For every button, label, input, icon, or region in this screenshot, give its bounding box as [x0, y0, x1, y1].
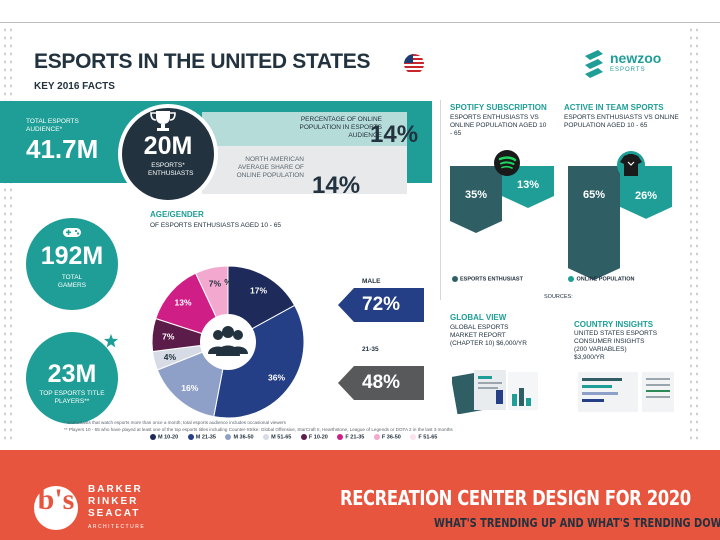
- team-bar-enthusiasts: [568, 166, 620, 281]
- footnote-1: * Enthusiasts that watch esports more th…: [64, 420, 286, 425]
- bar-charts: 35% 13% 65% 26%: [450, 166, 672, 281]
- legend-f-10-20: F 10-20: [300, 434, 328, 440]
- team-desc: ESPORTS ENTHUSIASTS VS ONLINE POPULATION…: [564, 114, 679, 129]
- country-desc: UNITED STATES ESPORTS CONSUMER INSIGHTS …: [574, 330, 658, 361]
- legend-m-10-20: M 10-20: [150, 434, 178, 440]
- team-bar-online-label: 26%: [635, 190, 657, 202]
- na-share-label: NORTH AMERICAN AVERAGE SHARE OF ONLINE P…: [236, 156, 304, 179]
- firm-name-line-1: BARKER: [88, 484, 143, 495]
- enthusiasts-value: 20M: [143, 132, 193, 160]
- donut-label-0: 17%: [250, 285, 267, 295]
- donut-label-6: 7%: [209, 278, 222, 288]
- slide-subtitle: WHAT'S TRENDING UP AND WHAT'S TRENDING D…: [434, 516, 720, 530]
- trophy-icon: [150, 111, 176, 131]
- age-21-35-arrow: [338, 366, 424, 400]
- team-bar-online: [620, 166, 672, 219]
- infographic-title: ESPORTS IN THE UNITED STATES: [34, 50, 371, 73]
- people-icon: [208, 326, 248, 356]
- spotify-title: SPOTIFY SUBSCRIPTION: [450, 103, 547, 112]
- legend-f-21-35: F 21-35: [337, 434, 364, 440]
- online-share-band: [202, 112, 407, 146]
- footnotes: * Enthusiasts that watch esports more th…: [64, 419, 664, 433]
- soccer-jersey-icon: [617, 151, 645, 179]
- spotify-bar-online: [502, 166, 554, 208]
- dot-pattern-left: [2, 26, 14, 440]
- star-icon: [104, 334, 118, 348]
- players-label: TOP ESPORTS TITLE PLAYERS**: [39, 390, 105, 405]
- players-value: 23M: [47, 360, 97, 388]
- donut-hole: [200, 314, 256, 370]
- legend-f-36-50: F 36-50: [373, 434, 401, 440]
- legend-m-51-65: M 51-65: [263, 434, 291, 440]
- infographic-subtitle: KEY 2016 FACTS: [34, 81, 115, 92]
- dot-pattern-right: [688, 26, 700, 440]
- age-21-35-label: 21-35: [362, 346, 379, 353]
- male-value: 72%: [362, 294, 401, 315]
- legend-online: ONLINE POPULATION: [568, 276, 634, 282]
- audience-value: 41.7M: [26, 134, 99, 164]
- male-arrow: [338, 288, 424, 322]
- newzoo-tagline: ESPORTS: [610, 67, 646, 73]
- infographic: ESPORTS IN THE UNITED STATES KEY 2016 FA…: [0, 26, 682, 440]
- donut-label-2: 16%: [181, 383, 198, 393]
- donut-label-5: 13%: [174, 297, 191, 307]
- players-circle: [26, 332, 118, 424]
- donut-slice-m-21-35: [213, 304, 305, 419]
- sources-label: Sources:: [544, 294, 573, 300]
- spotify-bar-online-label: 13%: [517, 179, 539, 191]
- gamers-label: TOTAL GAMERS: [57, 274, 87, 289]
- gamers-value: 192M: [40, 242, 104, 270]
- legend-enthusiast: ESPORTS ENTHUSIAST: [452, 276, 523, 282]
- firm-name: BARKER RINKER SEACAT: [88, 484, 143, 520]
- donut-label-3: 4%: [164, 352, 177, 362]
- newzoo-wordmark: newzoo: [610, 50, 662, 66]
- spotify-bar-enthusiasts-label: 35%: [465, 189, 487, 201]
- spotify-desc: ESPORTS ENTHUSIASTS VS ONLINE POPULATION…: [450, 114, 547, 137]
- newzoo-logo: newzoo ESPORTS: [582, 48, 672, 78]
- team-title: ACTIVE IN TEAM SPORTS: [564, 103, 664, 112]
- slide-title: RECREATION CENTER DESIGN FOR 2020: [340, 486, 691, 510]
- donut-legend: M 10-20 M 21-35 M 36-50 M 51-65 F 10-20 …: [150, 434, 445, 440]
- global-view-title: GLOBAL VIEW: [450, 313, 507, 322]
- na-share-value: 14%: [312, 172, 361, 199]
- country-title: COUNTRY INSIGHTS: [574, 320, 654, 329]
- team-bar-enthusiasts-label: 65%: [583, 189, 605, 201]
- firm-logo-mark: [34, 486, 78, 530]
- donut-label-7: %: [224, 277, 232, 287]
- audience-label: TOTAL ESPORTS AUDIENCE*: [26, 118, 79, 133]
- footer-banner: [0, 450, 720, 540]
- global-view-desc: GLOBAL ESPORTS MARKET REPORT (CHAPTER 10…: [450, 324, 527, 347]
- age-gender-desc: OF ESPORTS ENTHUSIASTS AGED 10 - 65: [150, 222, 281, 229]
- age-21-35-value: 48%: [362, 372, 401, 393]
- report-thumbnail: [452, 370, 538, 414]
- donut-label-4: 7%: [162, 331, 175, 341]
- spotify-bar-enthusiasts: [450, 166, 502, 233]
- column-divider: [440, 100, 441, 300]
- age-gender-title: AGE/GENDER: [150, 210, 204, 219]
- spotify-icon: [494, 150, 520, 176]
- enthusiasts-label: ESPORTS* ENTHUSIASTS: [148, 162, 194, 177]
- legend-m-36-50: M 36-50: [225, 434, 254, 440]
- male-label: MALE: [362, 278, 381, 285]
- age-gender-donut-chart: 17% 36% 16% 4% 7% 13% 7%%: [151, 265, 305, 419]
- firm-tagline: ARCHITECTURE: [88, 524, 146, 530]
- firm-logo-initials: b's: [37, 483, 75, 516]
- legend-m-21-35: M 21-35: [187, 434, 216, 440]
- firm-name-line-2: RINKER: [88, 496, 139, 507]
- newzoo-mark-icon: [585, 50, 603, 78]
- legend-f-51-65: F 51-65: [410, 434, 437, 440]
- firm-name-line-3: SEACAT: [88, 508, 141, 519]
- country-insights-thumbnail: [578, 372, 674, 412]
- slide-top-rule: [0, 22, 720, 23]
- us-flag-icon: [404, 54, 424, 74]
- online-share-value: 14%: [370, 121, 419, 148]
- online-share-label: PERCENTAGE OF ONLINE POPULATION IN ESPOR…: [299, 116, 382, 139]
- footnote-2: ** Players 10 - 65 who have played at le…: [64, 427, 453, 432]
- donut-label-1: 36%: [268, 372, 285, 382]
- bar-legend: ESPORTS ENTHUSIAST ONLINE POPULATION: [452, 276, 642, 282]
- na-share-band: [202, 146, 407, 194]
- gamepad-icon: [63, 228, 81, 237]
